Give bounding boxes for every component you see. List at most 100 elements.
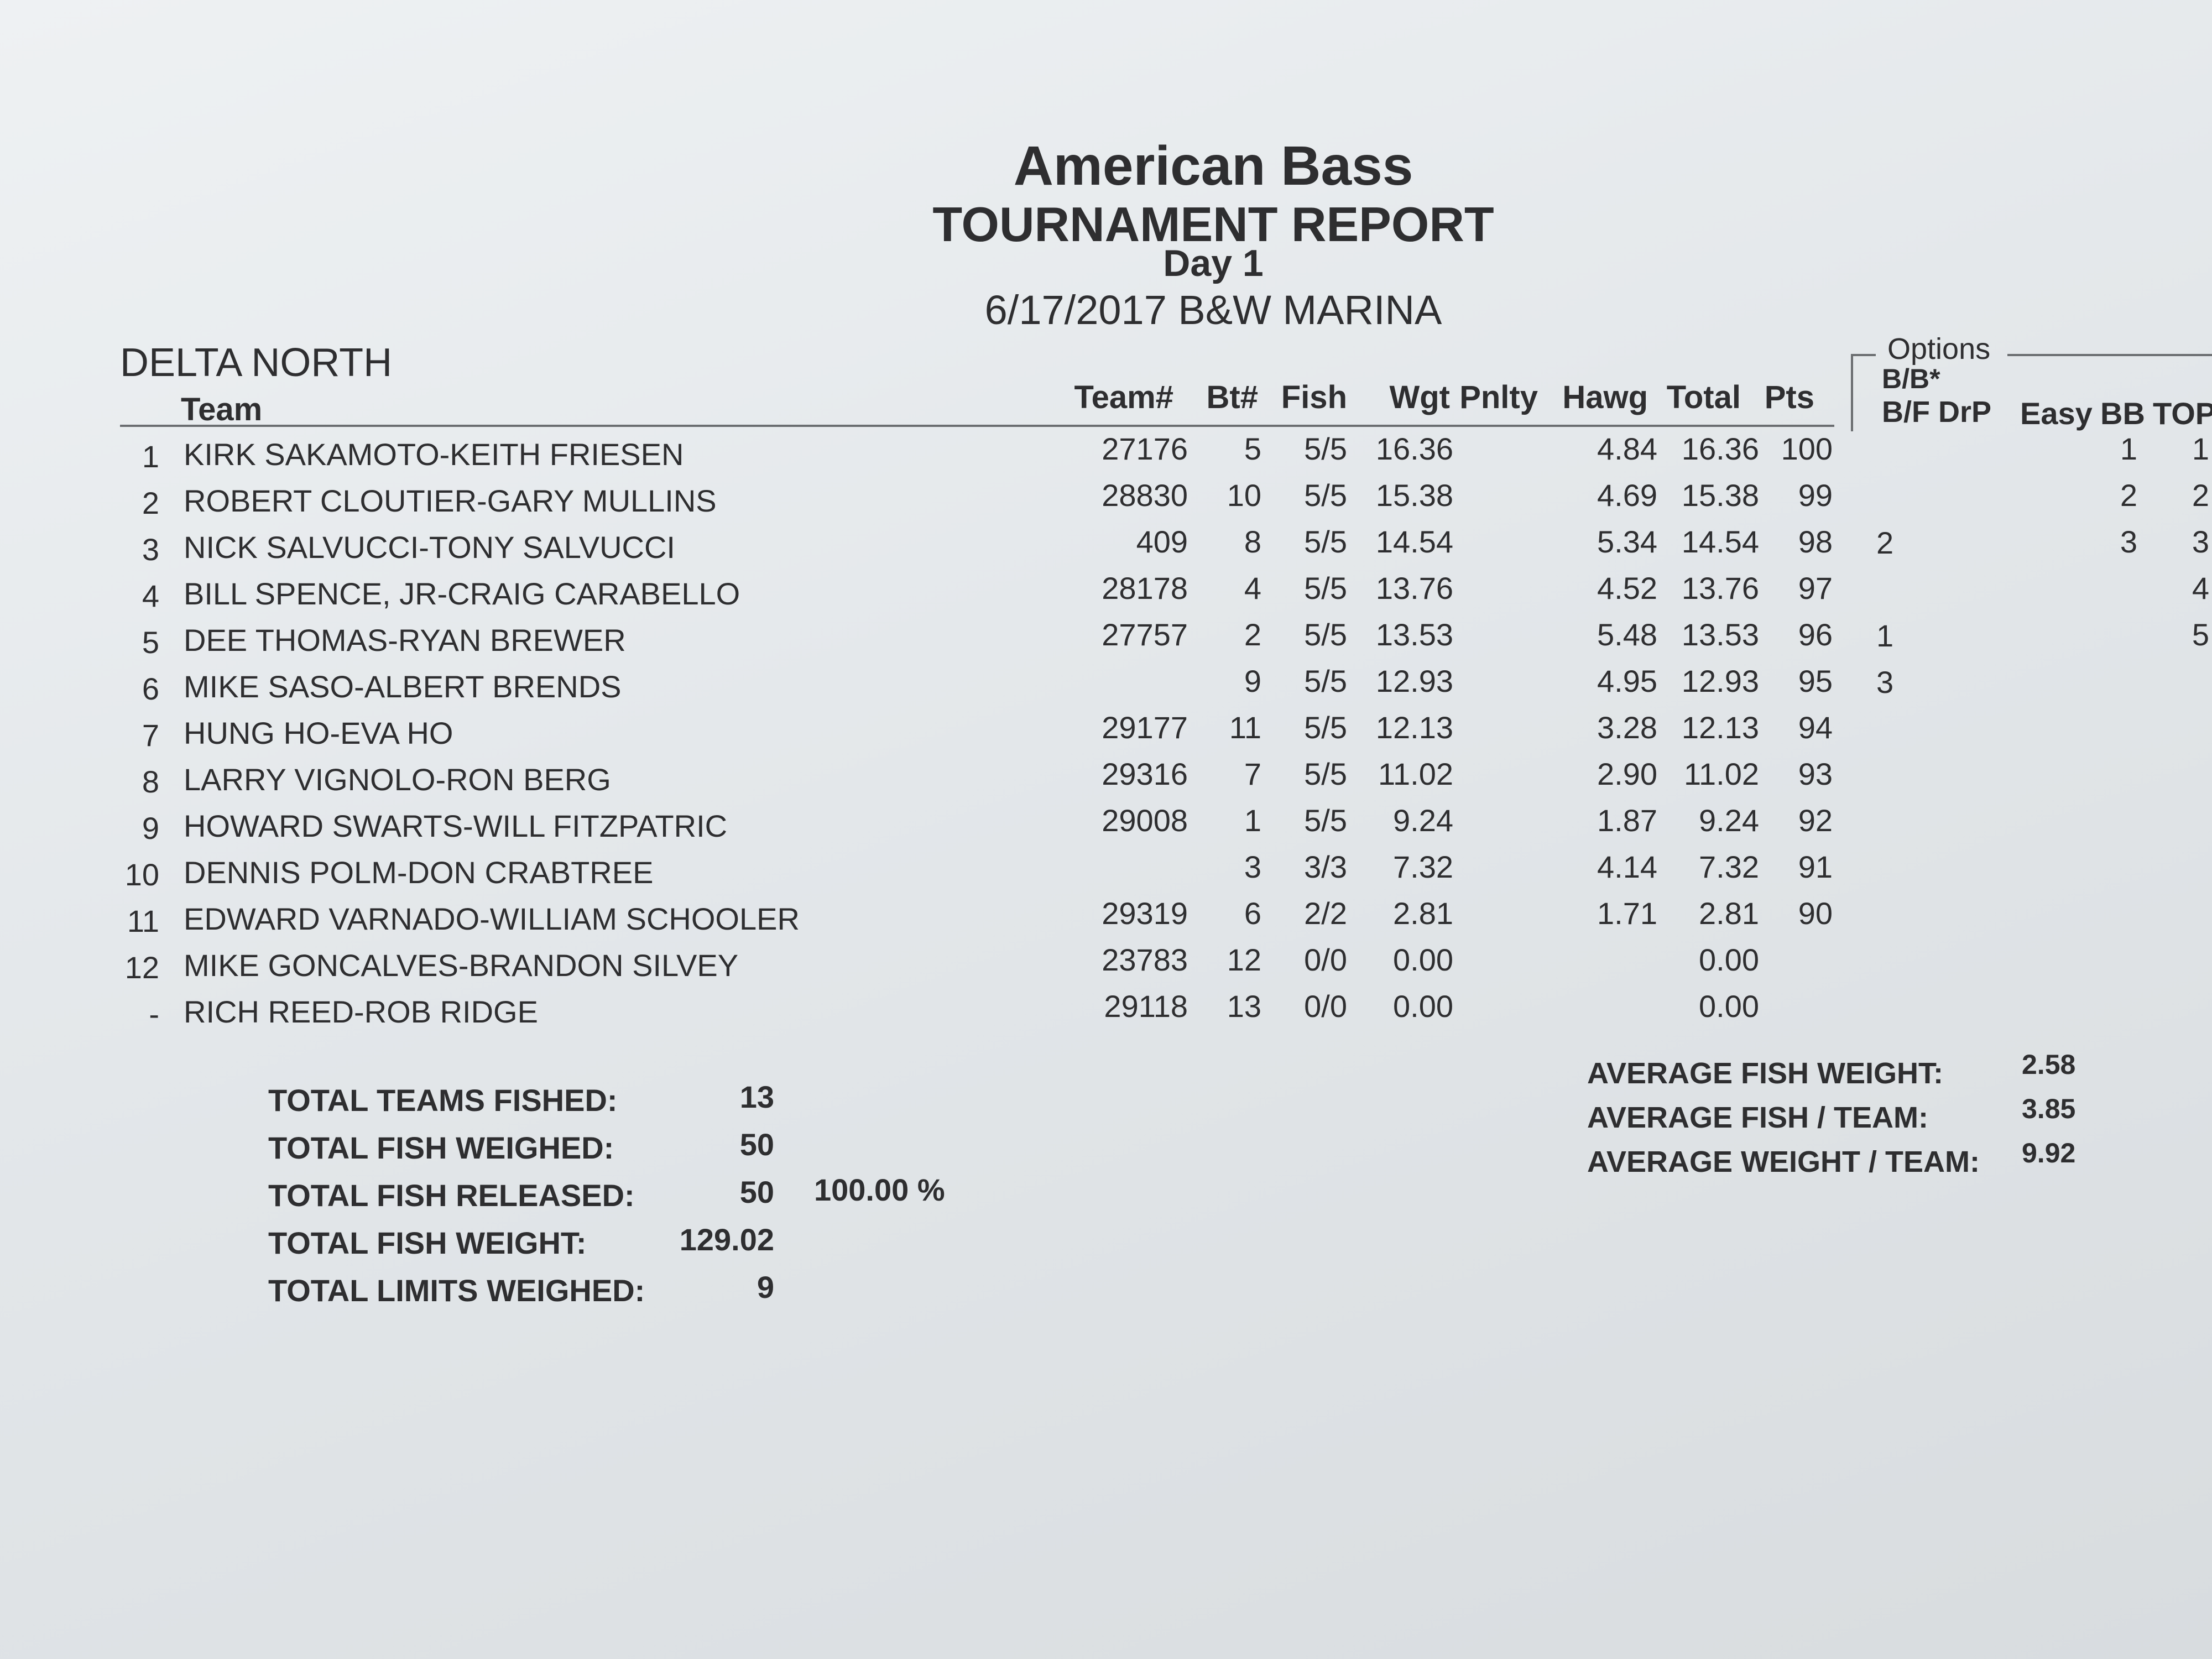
row-place: 12 [124, 950, 159, 985]
total-label: TOTAL FISH WEIGHED: [268, 1130, 614, 1165]
column-header: Easy [2020, 396, 2093, 431]
cell-top: 5 [2192, 617, 2209, 652]
team-name: DEE THOMAS-RYAN BREWER [184, 623, 626, 658]
cell-top: 4 [2192, 571, 2209, 606]
options-box-edge [1851, 354, 1853, 431]
cell-boat: 12 [1227, 942, 1261, 977]
team-name: DENNIS POLM-DON CRABTREE [184, 855, 654, 890]
cell-bb: 3 [2120, 524, 2137, 559]
cell-boat: 3 [1244, 849, 1261, 884]
average-label: AVERAGE FISH / TEAM: [1587, 1101, 1929, 1134]
team-name: MIKE GONCALVES-BRANDON SILVEY [184, 948, 739, 983]
options-box-edge [2007, 354, 2212, 356]
team-name: ROBERT CLOUTIER-GARY MULLINS [184, 483, 717, 518]
total-label: TOTAL FISH WEIGHT: [268, 1225, 587, 1260]
row-place: - [149, 997, 159, 1031]
cell-total: 9.24 [1699, 803, 1759, 838]
total-label: TOTAL LIMITS WEIGHED: [268, 1273, 645, 1308]
cell-fish: 0/0 [1304, 989, 1347, 1024]
row-place: 11 [127, 904, 159, 938]
column-header: Pnlty [1459, 379, 1538, 415]
cell-fish: 5/5 [1304, 478, 1347, 513]
cell-boat: 11 [1229, 710, 1261, 745]
cell-team-no: 27757 [1102, 617, 1188, 652]
team-name: MIKE SASO-ALBERT BRENDS [184, 669, 622, 704]
row-place: 6 [142, 671, 159, 706]
cell-pts: 99 [1798, 478, 1833, 513]
cell-wgt: 15.38 [1375, 478, 1453, 513]
cell-fish: 5/5 [1304, 803, 1347, 838]
average-value: 2.58 [2022, 1049, 2076, 1080]
cell-boat: 10 [1227, 478, 1261, 513]
cell-pts: 93 [1798, 757, 1833, 791]
cell-hawg: 4.69 [1597, 478, 1657, 513]
cell-wgt: 14.54 [1375, 524, 1453, 559]
average-value: 9.92 [2022, 1138, 2076, 1168]
cell-pts: 95 [1798, 664, 1833, 698]
cell-total: 14.54 [1681, 524, 1759, 559]
cell-team-no: 28178 [1102, 571, 1188, 606]
column-header: Pts [1764, 379, 1814, 415]
team-name: HUNG HO-EVA HO [184, 716, 453, 750]
column-header: Team [181, 392, 263, 427]
cell-fish: 5/5 [1304, 710, 1347, 745]
cell-pts: 100 [1781, 431, 1833, 466]
cell-boat: 5 [1244, 431, 1261, 466]
cell-hawg: 1.87 [1597, 803, 1657, 838]
cell-wgt: 9.24 [1393, 803, 1453, 838]
cell-wgt: 11.02 [1378, 757, 1453, 791]
cell-pts: 97 [1798, 571, 1833, 606]
row-place: 1 [142, 439, 159, 474]
cell-wgt: 12.93 [1375, 664, 1453, 698]
cell-fish: 5/5 [1304, 757, 1347, 791]
total-value: 9 [757, 1270, 774, 1305]
average-label: AVERAGE WEIGHT / TEAM: [1587, 1145, 1980, 1178]
options-box-edge [1851, 354, 1876, 356]
cell-wgt: 13.76 [1375, 571, 1453, 606]
cell-team-no: 23783 [1102, 942, 1188, 977]
cell-boat: 2 [1244, 617, 1261, 652]
cell-team-no: 29008 [1102, 803, 1188, 838]
cell-team-no: 29118 [1104, 989, 1188, 1024]
total-value: 50 [739, 1127, 774, 1162]
team-name: BILL SPENCE, JR-CRAIG CARABELLO [184, 576, 740, 611]
column-header: Fish [1281, 379, 1347, 415]
cell-fish: 5/5 [1304, 617, 1347, 652]
row-place: 8 [142, 764, 159, 799]
column-header: Team# [1074, 379, 1173, 415]
cell-pts: 94 [1798, 710, 1833, 745]
cell-top: 1 [2192, 431, 2209, 466]
column-header: Wgt [1389, 379, 1451, 415]
cell-boat: 7 [1244, 757, 1261, 791]
cell-boat: 9 [1244, 664, 1261, 698]
report-title: American Bass [1013, 135, 1413, 197]
cell-boat: 13 [1227, 989, 1261, 1024]
row-place: 3 [142, 532, 159, 567]
cell-wgt: 13.53 [1375, 617, 1453, 652]
cell-wgt: 2.81 [1393, 896, 1453, 931]
cell-pts: 90 [1798, 896, 1833, 931]
cell-total: 12.13 [1681, 710, 1759, 745]
cell-hawg: 5.34 [1597, 524, 1657, 559]
team-name: NICK SALVUCCI-TONY SALVUCCI [184, 530, 675, 565]
cell-fish: 0/0 [1304, 942, 1347, 977]
cell-drp: 3 [1876, 665, 1894, 700]
cell-team-no: 29319 [1102, 896, 1188, 931]
team-name: LARRY VIGNOLO-RON BERG [184, 762, 611, 797]
cell-top: 3 [2192, 524, 2209, 559]
cell-team-no: 27176 [1102, 431, 1188, 466]
total-percent: 100.00 % [814, 1172, 945, 1207]
cell-boat: 4 [1244, 571, 1261, 606]
column-header: Total [1666, 379, 1741, 415]
report-day: Day 1 [1163, 242, 1264, 284]
cell-hawg: 4.84 [1597, 431, 1657, 466]
cell-pts: 92 [1798, 803, 1833, 838]
cell-total: 0.00 [1699, 989, 1759, 1024]
cell-pts: 98 [1798, 524, 1833, 559]
average-value: 3.85 [2022, 1093, 2076, 1124]
cell-team-no: 29316 [1102, 757, 1188, 791]
cell-total: 2.81 [1699, 896, 1759, 931]
cell-total: 13.53 [1681, 617, 1759, 652]
column-header: TOP [2153, 396, 2212, 431]
